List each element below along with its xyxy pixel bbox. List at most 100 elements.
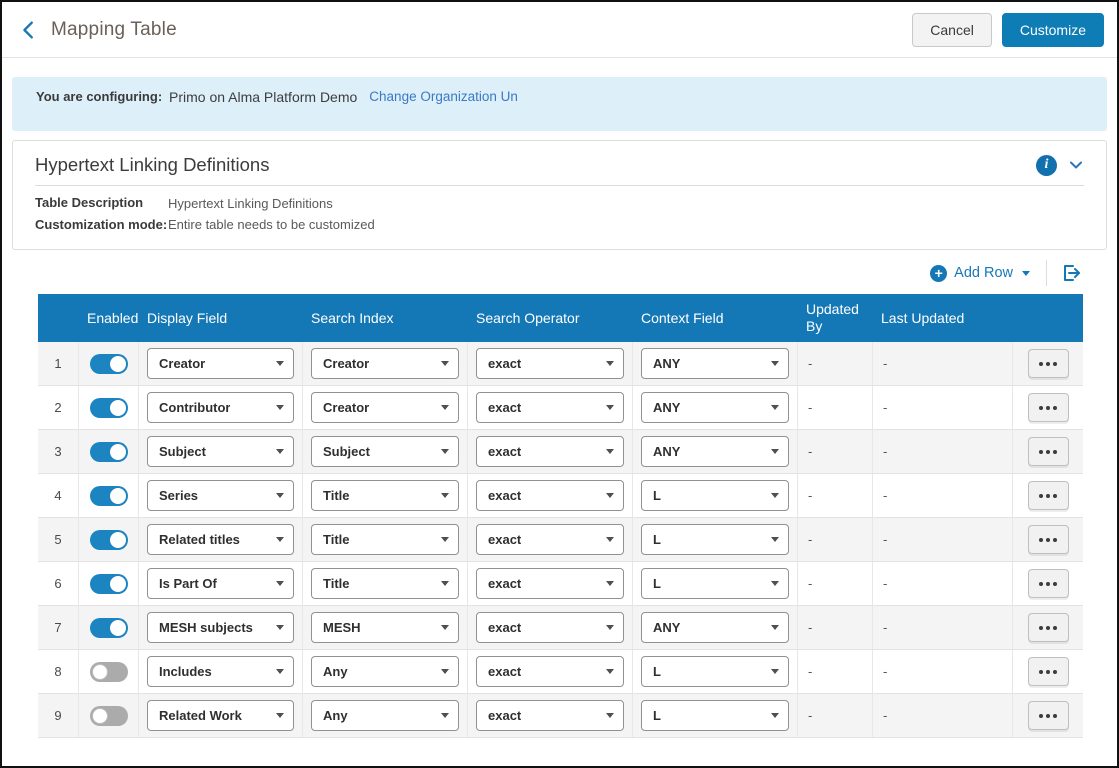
search-index-select[interactable]: Subject — [311, 436, 459, 467]
panel-body: Table Description Hypertext Linking Defi… — [13, 186, 1106, 249]
display-field-select[interactable]: Related Work — [147, 700, 294, 731]
row-actions-button[interactable] — [1027, 701, 1069, 730]
row-number: 6 — [54, 576, 62, 591]
enabled-toggle[interactable] — [89, 485, 128, 506]
search-operator-select[interactable]: exact — [476, 568, 624, 599]
caret-down-icon — [606, 405, 614, 410]
plus-icon: + — [930, 264, 948, 282]
back-button[interactable] — [16, 17, 42, 43]
caret-down-icon — [276, 449, 284, 454]
table-row: 3 Subject Subject exact ANY - - — [38, 430, 1083, 474]
search-operator-select[interactable]: exact — [476, 480, 624, 511]
row-actions-button[interactable] — [1027, 481, 1069, 510]
row-actions-button[interactable] — [1027, 349, 1069, 378]
table-row: 6 Is Part Of Title exact L - - — [38, 562, 1083, 606]
table-description-value: Hypertext Linking Definitions — [168, 195, 333, 211]
table-row: 9 Related Work Any exact L - - — [38, 694, 1083, 738]
updated-by-cell: - — [797, 386, 872, 429]
caret-down-icon — [441, 669, 449, 674]
search-operator-select[interactable]: exact — [476, 612, 624, 643]
search-index-select[interactable]: Creator — [311, 392, 459, 423]
change-organization-link[interactable]: Change Organization Un — [369, 89, 518, 104]
caret-down-icon — [606, 449, 614, 454]
row-actions-button[interactable] — [1027, 569, 1069, 598]
search-index-select[interactable]: Any — [311, 700, 459, 731]
customization-mode-row: Customization mode: Entire table needs t… — [35, 216, 1084, 234]
search-operator-select[interactable]: exact — [476, 656, 624, 687]
context-field-select[interactable]: L — [641, 524, 789, 555]
display-field-select[interactable]: Related titles — [147, 524, 294, 555]
enabled-toggle[interactable] — [89, 441, 128, 462]
add-row-button[interactable]: + Add Row — [930, 264, 1030, 282]
display-field-select[interactable]: Includes — [147, 656, 294, 687]
row-number: 4 — [54, 488, 62, 503]
display-field-select[interactable]: Is Part Of — [147, 568, 294, 599]
context-field-select[interactable]: L — [641, 656, 789, 687]
search-index-select[interactable]: Title — [311, 480, 459, 511]
context-field-select[interactable]: L — [641, 700, 789, 731]
caret-down-icon — [276, 581, 284, 586]
cancel-button[interactable]: Cancel — [912, 12, 992, 47]
context-field-select[interactable]: ANY — [641, 612, 789, 643]
col-context-field: Context Field — [641, 309, 724, 326]
search-operator-select[interactable]: exact — [476, 700, 624, 731]
enabled-toggle[interactable] — [89, 617, 128, 638]
row-actions-button[interactable] — [1027, 393, 1069, 422]
table-row: 7 MESH subjects MESH exact ANY - - — [38, 606, 1083, 650]
caret-down-icon — [771, 713, 779, 718]
export-button[interactable] — [1061, 262, 1083, 284]
updated-by-cell: - — [797, 474, 872, 517]
updated-by-cell: - — [797, 606, 872, 649]
context-field-select[interactable]: ANY — [641, 436, 789, 467]
context-field-select[interactable]: L — [641, 480, 789, 511]
collapse-button[interactable] — [1066, 155, 1086, 175]
search-operator-select[interactable]: exact — [476, 392, 624, 423]
search-index-select[interactable]: Any — [311, 656, 459, 687]
search-index-select[interactable]: Title — [311, 568, 459, 599]
search-index-select[interactable]: MESH — [311, 612, 459, 643]
search-operator-select[interactable]: exact — [476, 436, 624, 467]
context-field-select[interactable]: L — [641, 568, 789, 599]
hypertext-linking-panel: Hypertext Linking Definitions i Table De… — [12, 140, 1107, 250]
enabled-toggle[interactable] — [89, 529, 128, 550]
display-field-select[interactable]: Creator — [147, 348, 294, 379]
row-actions-button[interactable] — [1027, 437, 1069, 466]
row-actions-button[interactable] — [1027, 657, 1069, 686]
display-field-select[interactable]: Series — [147, 480, 294, 511]
last-updated-cell: - — [872, 342, 1012, 385]
display-field-select[interactable]: MESH subjects — [147, 612, 294, 643]
last-updated-cell: - — [872, 694, 1012, 737]
updated-by-cell: - — [797, 562, 872, 605]
row-actions-button[interactable] — [1027, 613, 1069, 642]
enabled-toggle[interactable] — [89, 397, 128, 418]
customize-button[interactable]: Customize — [1001, 12, 1104, 47]
table-row: 2 Contributor Creator exact ANY - - — [38, 386, 1083, 430]
caret-down-icon — [276, 625, 284, 630]
caret-down-icon — [441, 361, 449, 366]
last-updated-cell: - — [872, 386, 1012, 429]
context-field-select[interactable]: ANY — [641, 348, 789, 379]
configuring-banner: You are configuring: Primo on Alma Platf… — [12, 77, 1107, 131]
display-field-select[interactable]: Contributor — [147, 392, 294, 423]
search-index-select[interactable]: Creator — [311, 348, 459, 379]
caret-down-icon — [606, 625, 614, 630]
enabled-toggle[interactable] — [89, 705, 128, 726]
info-icon[interactable]: i — [1036, 154, 1057, 176]
caret-down-icon — [606, 581, 614, 586]
updated-by-cell: - — [797, 694, 872, 737]
row-actions-button[interactable] — [1027, 525, 1069, 554]
last-updated-cell: - — [872, 518, 1012, 561]
context-field-select[interactable]: ANY — [641, 392, 789, 423]
display-field-select[interactable]: Subject — [147, 436, 294, 467]
search-operator-select[interactable]: exact — [476, 348, 624, 379]
caret-down-icon — [276, 405, 284, 410]
search-operator-select[interactable]: exact — [476, 524, 624, 555]
enabled-toggle[interactable] — [89, 353, 128, 374]
enabled-toggle[interactable] — [89, 573, 128, 594]
enabled-toggle[interactable] — [89, 661, 128, 682]
search-index-select[interactable]: Title — [311, 524, 459, 555]
caret-down-icon — [441, 581, 449, 586]
updated-by-cell: - — [797, 650, 872, 693]
row-number: 1 — [54, 356, 62, 371]
